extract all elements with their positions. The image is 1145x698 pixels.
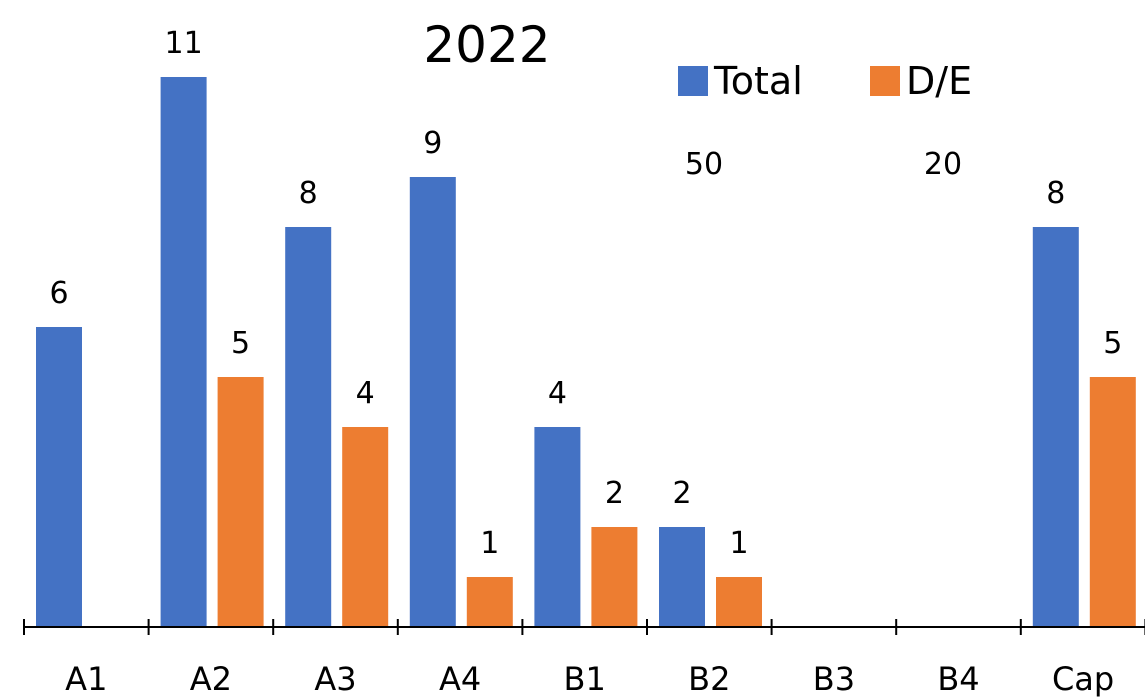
value-label-total-a1: 6 (49, 276, 68, 311)
bar-de-a3 (342, 427, 389, 627)
x-axis-category-labels: A1 A2 A3 A4 B1 B2 B3 B4 Cap (65, 660, 1114, 698)
value-label-total-cap: 8 (1046, 176, 1065, 211)
annotation-50: 50 (685, 147, 723, 182)
legend-swatch-de (870, 66, 900, 96)
category-label-a1: A1 (65, 660, 107, 698)
value-label-total-a4: 9 (423, 126, 442, 161)
category-label-cap: Cap (1052, 660, 1114, 698)
value-label-de-b2: 1 (729, 526, 748, 561)
bar-de-b1 (591, 527, 638, 627)
value-label-de-a4: 1 (480, 526, 499, 561)
bar-total-a2 (160, 77, 207, 627)
bar-total-b2 (659, 527, 705, 627)
legend-label-total: Total (713, 59, 803, 103)
bar-de-b2 (716, 577, 762, 627)
category-label-a2: A2 (190, 660, 232, 698)
legend: Total D/E (678, 59, 972, 103)
bar-total-a3 (285, 227, 332, 627)
category-label-b2: B2 (688, 660, 730, 698)
category-label-b4: B4 (937, 660, 979, 698)
value-label-total-a3: 8 (299, 176, 318, 211)
legend-label-de: D/E (906, 59, 972, 103)
value-label-de-a2: 5 (231, 326, 250, 361)
category-label-b3: B3 (813, 660, 855, 698)
bar-de-cap (1089, 377, 1136, 627)
value-label-de-a3: 4 (356, 376, 375, 411)
value-label-de-b1: 2 (605, 476, 624, 511)
category-label-a3: A3 (314, 660, 356, 698)
value-label-total-b2: 2 (672, 476, 691, 511)
annotation-20: 20 (924, 147, 962, 182)
value-label-total-b1: 4 (548, 376, 567, 411)
value-label-total-a2: 11 (165, 26, 203, 61)
bar-total-cap (1032, 227, 1079, 627)
category-label-a4: A4 (439, 660, 481, 698)
value-label-de-cap: 5 (1103, 326, 1122, 361)
x-axis-ticks (23, 619, 1145, 635)
bar-de-a2 (217, 377, 264, 627)
category-label-b1: B1 (564, 660, 606, 698)
bars-group (36, 77, 1136, 627)
bar-total-a1 (36, 327, 82, 627)
bar-de-a4 (466, 577, 513, 627)
legend-swatch-total (678, 66, 708, 96)
bar-total-b1 (534, 427, 581, 627)
chart-title: 2022 (423, 16, 550, 74)
bar-total-a4 (409, 177, 456, 627)
